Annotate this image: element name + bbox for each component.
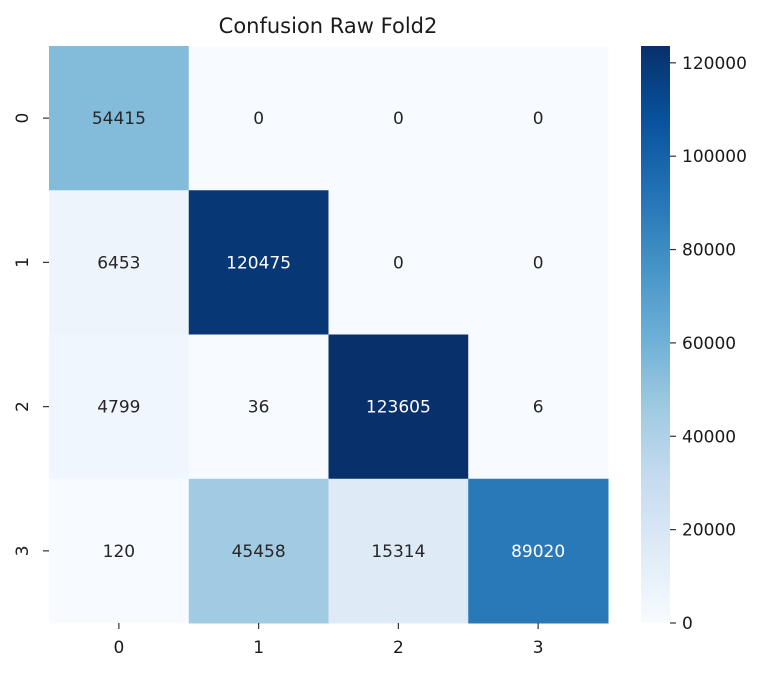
cell-value-label: 0 <box>393 109 404 129</box>
heatmap-cell <box>49 46 190 191</box>
cell-value-label: 0 <box>533 109 544 129</box>
colorbar-tick-label: 20000 <box>682 521 736 541</box>
cell-value-label: 0 <box>533 253 544 273</box>
heatmap-cell <box>49 190 190 335</box>
chart-title: Confusion Raw Fold2 <box>219 14 438 38</box>
x-axis: 0 1 2 3 <box>113 623 544 658</box>
heatmap-cell <box>468 46 609 191</box>
cell-value-label: 0 <box>253 109 264 129</box>
heatmap-cell <box>188 190 329 335</box>
y-tick-label: 1 <box>13 257 33 268</box>
colorbar-tick-label: 40000 <box>682 427 736 447</box>
cell-value-label: 54415 <box>92 109 146 129</box>
y-axis: 0 1 2 3 <box>13 113 49 556</box>
cell-value-label: 120475 <box>226 253 291 273</box>
heatmap-cell <box>468 478 609 624</box>
colorbar-tick-label: 0 <box>682 614 693 634</box>
cell-value-label: 6 <box>533 398 544 418</box>
cell-value-label: 15314 <box>371 542 425 562</box>
x-tick-label: 1 <box>253 638 264 658</box>
colorbar-ticks: 0 20000 40000 60000 80000 100000 120000 <box>670 54 747 634</box>
colorbar-tick-label: 100000 <box>682 147 747 167</box>
colorbar-tick-label: 60000 <box>682 334 736 354</box>
x-tick-label: 2 <box>393 638 404 658</box>
y-tick-label: 3 <box>13 545 33 556</box>
x-tick-label: 3 <box>533 638 544 658</box>
heatmap-cell <box>328 478 469 624</box>
cell-value-label: 123605 <box>366 398 431 418</box>
cell-value-label: 120 <box>103 542 135 562</box>
heatmap-cell <box>328 190 469 335</box>
cell-value-label: 45458 <box>232 542 286 562</box>
heatmap-cell <box>49 334 190 480</box>
heatmap-cells: 54415 0 0 0 6453 120475 0 0 4799 36 123605 6 120 4545… <box>49 46 609 624</box>
y-tick-label: 0 <box>13 113 33 124</box>
cell-value-label: 0 <box>393 253 404 273</box>
colorbar-tick-label: 120000 <box>682 54 747 74</box>
colorbar: 0 20000 40000 60000 80000 100000 120000 <box>641 46 747 634</box>
heatmap-cell <box>188 334 329 480</box>
heatmap-cell <box>328 46 469 191</box>
cell-value-label: 4799 <box>97 398 140 418</box>
heatmap-cell <box>49 478 190 624</box>
heatmap-cell <box>188 46 329 191</box>
y-tick-label: 2 <box>13 401 33 412</box>
x-tick-label: 0 <box>113 638 124 658</box>
cell-value-label: 36 <box>248 398 270 418</box>
cell-value-label: 89020 <box>511 542 565 562</box>
heatmap-cell <box>468 334 609 480</box>
heatmap-cell <box>188 478 329 624</box>
heatmap-cell <box>468 190 609 335</box>
cell-value-label: 6453 <box>97 253 140 273</box>
colorbar-gradient <box>641 46 670 623</box>
heatmap-cell <box>328 334 469 480</box>
colorbar-tick-label: 80000 <box>682 241 736 261</box>
